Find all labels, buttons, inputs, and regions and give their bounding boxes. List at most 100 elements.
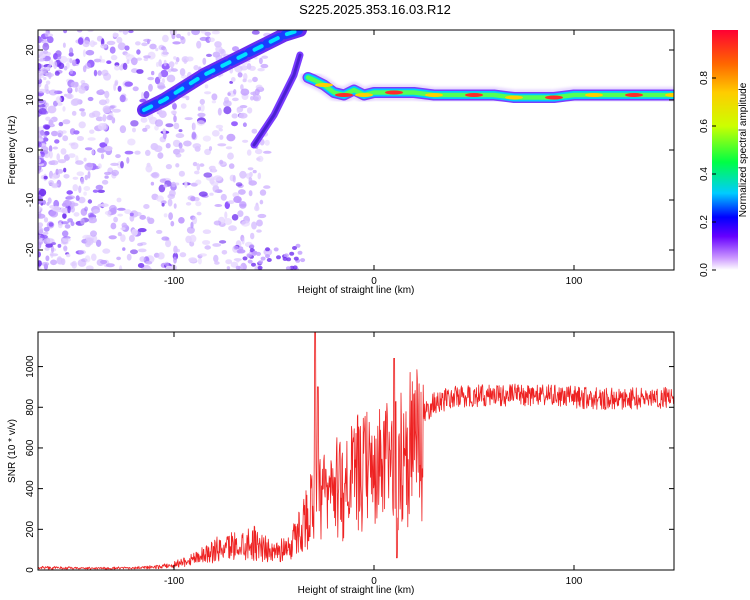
- spectrogram-speckle: [265, 247, 270, 252]
- spectrogram-speckle: [84, 206, 88, 212]
- spectrogram-speckle: [103, 145, 113, 152]
- colorbar-gradient: [712, 30, 738, 270]
- spectrogram-speckle: [45, 243, 53, 248]
- spectrogram-speckle: [265, 250, 270, 256]
- spectrogram-speckle: [101, 59, 106, 63]
- spectrogram-speckle: [154, 119, 164, 127]
- spectrogram-speckle: [259, 199, 264, 205]
- spectrogram-speckle: [142, 127, 148, 132]
- spectrogram-speckle: [211, 93, 218, 101]
- spectrogram-speckle: [194, 146, 201, 152]
- ridge-hotspot: [355, 93, 373, 97]
- spectrogram-speckle: [45, 116, 51, 122]
- spectrogram-speckle: [155, 61, 160, 68]
- spectrogram-speckle: [86, 162, 94, 168]
- spectrogram-speckle: [75, 195, 80, 201]
- spectrogram-speckle: [38, 166, 41, 174]
- spectrogram-speckle: [48, 119, 54, 126]
- spectrogram-speckle: [91, 110, 101, 118]
- spectrogram-speckle: [238, 189, 246, 195]
- spectrogram-speckle: [247, 79, 253, 83]
- spectrogram-speckle: [114, 65, 120, 71]
- ridge-hotspot: [585, 93, 603, 97]
- spectrogram-speckle: [223, 218, 233, 225]
- spectrogram-speckle: [109, 46, 116, 54]
- spectrogram-speckle: [106, 40, 116, 46]
- spectrogram-speckle: [150, 172, 159, 178]
- spectrogram-speckle: [240, 65, 248, 71]
- spectrogram-speckle: [208, 146, 213, 151]
- spectrogram-speckle: [55, 96, 62, 104]
- spectrogram-speckle: [40, 146, 49, 153]
- spectrogram-speckle: [71, 59, 77, 67]
- spectrogram-speckle: [223, 106, 232, 115]
- spectrogram-speckle: [232, 175, 236, 183]
- spectrogram-speckle: [64, 93, 68, 97]
- spectrogram-speckle: [139, 256, 146, 262]
- spectrogram-speckle: [49, 210, 59, 218]
- spectrogram-speckle: [141, 91, 144, 100]
- snr-series-line: [38, 332, 674, 570]
- colorbar-tick-label: 0.2: [699, 215, 710, 229]
- spectrogram-speckle: [87, 96, 94, 102]
- spectrogram-speckle: [273, 247, 279, 252]
- spectrogram-speckle: [204, 91, 212, 95]
- spectrogram-speckle: [145, 164, 153, 173]
- spectrogram-speckle: [67, 218, 73, 223]
- spectrogram-speckle: [246, 63, 252, 70]
- spectrogram-speckle: [38, 74, 41, 80]
- spectrogram-speckle: [173, 122, 180, 130]
- spectrogram-speckle: [38, 205, 41, 213]
- spectrogram-speckle: [191, 131, 197, 140]
- spectrogram-speckle: [214, 204, 223, 207]
- spectrogram-speckle: [61, 221, 69, 225]
- spectrogram-speckle: [38, 38, 44, 42]
- spectrogram-speckle: [53, 61, 58, 69]
- snr-y-label: SNR (10 * v/v): [7, 419, 18, 483]
- spectrogram-speckle: [85, 62, 91, 69]
- spectrogram-speckle: [146, 38, 150, 45]
- spectrogram-speckle: [199, 98, 205, 105]
- spectrogram-speckle: [119, 265, 123, 270]
- spectrogram-speckle: [246, 149, 252, 156]
- spectrogram-noise: [38, 30, 306, 270]
- spectrogram-speckle: [169, 30, 177, 36]
- spectrogram-speckle: [194, 170, 200, 175]
- spectrogram-speckle: [124, 150, 134, 155]
- spectrogram-speckle: [204, 84, 209, 89]
- spectrogram-speckle: [120, 161, 124, 169]
- spectrogram-speckle: [78, 121, 86, 129]
- spectrogram-speckle: [149, 43, 157, 50]
- spectrogram-speckle: [246, 107, 253, 114]
- spectrogram-speckle: [126, 253, 132, 261]
- spectrogram-speckle: [82, 49, 86, 57]
- spectrogram-speckle: [87, 171, 91, 179]
- ridge-hotspot: [545, 95, 563, 100]
- spectrogram-speckle: [162, 128, 166, 134]
- spectrogram-speckle: [58, 121, 64, 127]
- spectrogram-speckle: [163, 59, 167, 67]
- spectrogram-speckle: [102, 248, 111, 254]
- spectrogram-speckle: [197, 257, 202, 265]
- spectrogram-speckle: [119, 94, 126, 103]
- spectrogram-speckle: [138, 248, 147, 253]
- spectrogram-speckle: [99, 142, 108, 148]
- spectrogram-speckle: [250, 232, 255, 240]
- spectrogram-speckle: [89, 40, 96, 48]
- spectrogram-speckle: [175, 163, 180, 168]
- spectrogram-speckle: [104, 210, 112, 216]
- spectrogram-speckle: [63, 199, 72, 207]
- spectrogram-speckle: [61, 230, 69, 237]
- spectrogram-speckle: [166, 74, 176, 83]
- spectrogram-speckle: [285, 266, 291, 270]
- spectrogram-speckle: [211, 30, 220, 35]
- ridge-hotspot: [665, 93, 674, 97]
- snr-x-axis: -100 0 100: [164, 332, 583, 587]
- spectrogram-speckle: [204, 245, 211, 250]
- spectrogram-speckle: [289, 251, 295, 256]
- spectrogram-speckle: [213, 220, 222, 226]
- spectrogram-speckle: [248, 190, 253, 197]
- spectrogram-y-tick-label: 0: [25, 147, 36, 153]
- spectrogram-speckle: [51, 174, 57, 180]
- spectrogram-speckle: [184, 181, 188, 188]
